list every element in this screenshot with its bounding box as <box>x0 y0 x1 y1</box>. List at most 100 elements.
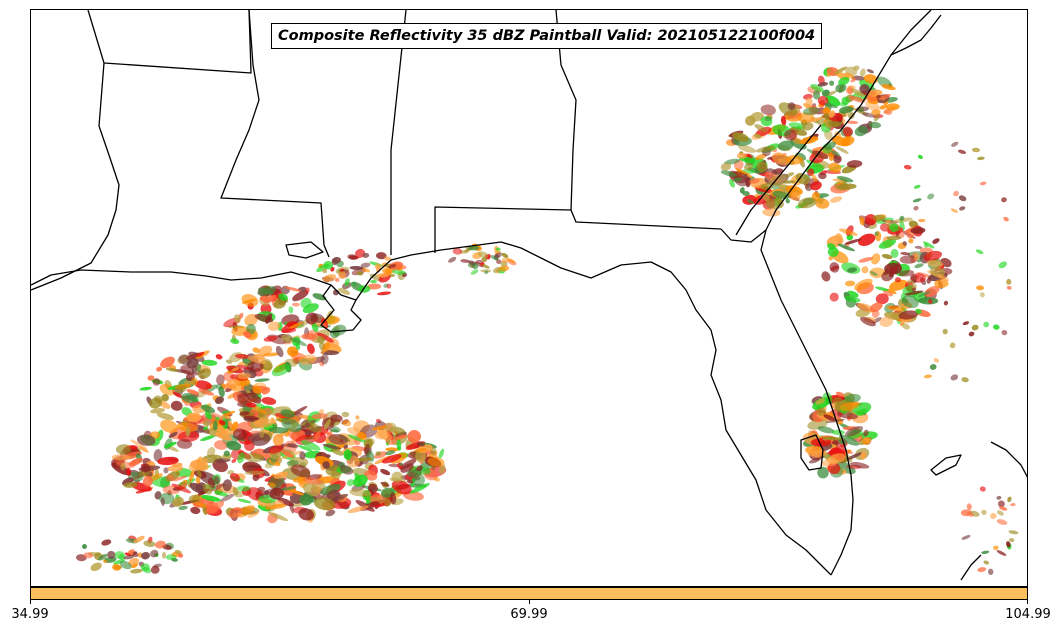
reflectivity-blob <box>268 445 284 454</box>
coastline-atlantic-north <box>890 14 942 56</box>
reflectivity-blob <box>143 540 156 547</box>
reflectivity-blob <box>355 415 360 420</box>
reflectivity-blob <box>157 456 179 466</box>
reflectivity-blob <box>762 208 781 217</box>
reflectivity-blob <box>817 426 835 434</box>
reflectivity-blob <box>869 271 878 276</box>
reflectivity-blob <box>325 509 336 517</box>
reflectivity-blob <box>385 450 396 456</box>
reflectivity-blob <box>360 262 371 268</box>
reflectivity-blob <box>844 425 864 437</box>
reflectivity-blob <box>923 374 932 379</box>
reflectivity-blob <box>381 454 402 464</box>
reflectivity-blob <box>173 475 187 482</box>
reflectivity-blob <box>115 444 132 455</box>
reflectivity-blob <box>289 337 307 347</box>
reflectivity-blob <box>267 321 281 331</box>
reflectivity-blob <box>802 107 820 116</box>
reflectivity-blob <box>278 293 288 301</box>
reflectivity-blob <box>269 487 285 500</box>
reflectivity-blob <box>222 479 232 492</box>
state-border-mississippi-alabama <box>390 10 407 255</box>
state-border-florida-alabama <box>434 206 722 253</box>
reflectivity-blob <box>139 386 152 391</box>
reflectivity-blob <box>147 375 155 381</box>
reflectivity-blob <box>331 426 341 432</box>
reflectivity-blob <box>247 356 267 364</box>
reflectivity-blob <box>140 463 151 473</box>
reflectivity-blob <box>987 568 994 575</box>
reflectivity-blob <box>760 104 776 116</box>
reflectivity-blob <box>760 183 774 191</box>
reflectivity-blob <box>886 103 900 111</box>
reflectivity-blob <box>214 440 228 450</box>
reflectivity-blob <box>286 443 299 448</box>
reflectivity-blob <box>749 178 760 184</box>
reflectivity-blob <box>82 544 87 549</box>
reflectivity-blob <box>894 277 901 283</box>
reflectivity-blob <box>821 89 830 97</box>
reflectivity-blob <box>829 196 843 203</box>
reflectivity-blob <box>195 476 201 484</box>
reflectivity-blob <box>264 460 276 469</box>
reflectivity-blob <box>281 418 302 433</box>
reflectivity-blob <box>771 152 790 166</box>
reflectivity-blob <box>83 552 94 559</box>
reflectivity-blob <box>196 363 202 373</box>
reflectivity-blob <box>795 172 810 185</box>
reflectivity-blob <box>292 476 306 483</box>
reflectivity-blob <box>997 500 1005 508</box>
reflectivity-blob <box>220 493 235 502</box>
reflectivity-blob <box>171 483 192 494</box>
reflectivity-blob <box>268 426 289 434</box>
reflectivity-blob <box>996 519 1008 525</box>
reflectivity-blob <box>833 66 848 75</box>
reflectivity-blob <box>216 374 225 385</box>
reflectivity-blob <box>150 549 159 558</box>
reflectivity-blob <box>416 465 423 472</box>
boundaries-layer <box>31 10 1027 581</box>
reflectivity-blob <box>742 190 750 196</box>
reflectivity-blob <box>289 501 295 514</box>
reflectivity-blob <box>287 488 304 496</box>
reflectivity-blob <box>835 391 845 398</box>
reflectivity-blob <box>790 191 801 201</box>
reflectivity-blob <box>244 313 258 326</box>
reflectivity-blob <box>346 479 355 487</box>
reflectivity-blob <box>976 285 985 291</box>
reflectivity-blob <box>213 420 218 431</box>
coastline-florida-east <box>760 10 932 576</box>
reflectivity-blob <box>178 505 188 510</box>
reflectivity-blob <box>141 551 150 560</box>
reflectivity-blob <box>812 150 829 160</box>
reflectivity-blob <box>305 421 310 428</box>
reflectivity-blob <box>384 498 392 507</box>
reflectivity-blob <box>1010 503 1016 507</box>
reflectivity-blob <box>838 76 850 86</box>
reflectivity-blob <box>233 428 248 441</box>
reflectivity-blob <box>427 457 445 467</box>
reflectivity-blob <box>958 195 967 202</box>
reflectivity-blob <box>764 115 773 122</box>
reflectivity-blob <box>112 559 126 565</box>
reflectivity-blob <box>866 69 874 74</box>
reflectivity-blob <box>812 90 821 100</box>
reflectivity-blob <box>322 461 330 469</box>
reflectivity-blob <box>119 560 132 570</box>
reflectivity-blob <box>215 396 224 405</box>
reflectivity-blob <box>836 176 854 183</box>
reflectivity-blob <box>869 267 886 279</box>
reflectivity-blob <box>501 257 508 264</box>
reflectivity-blob <box>1006 541 1011 548</box>
reflectivity-blob <box>817 82 829 87</box>
reflectivity-blob <box>331 324 347 336</box>
reflectivity-blob <box>218 419 226 426</box>
reflectivity-blob <box>129 444 139 451</box>
reflectivity-blob <box>98 553 108 561</box>
reflectivity-blob <box>993 324 1000 330</box>
reflectivity-blob <box>787 102 796 111</box>
reflectivity-blob <box>391 471 403 483</box>
reflectivity-blob <box>338 271 347 279</box>
reflectivity-blob <box>384 422 397 433</box>
reflectivity-blob <box>196 469 202 478</box>
